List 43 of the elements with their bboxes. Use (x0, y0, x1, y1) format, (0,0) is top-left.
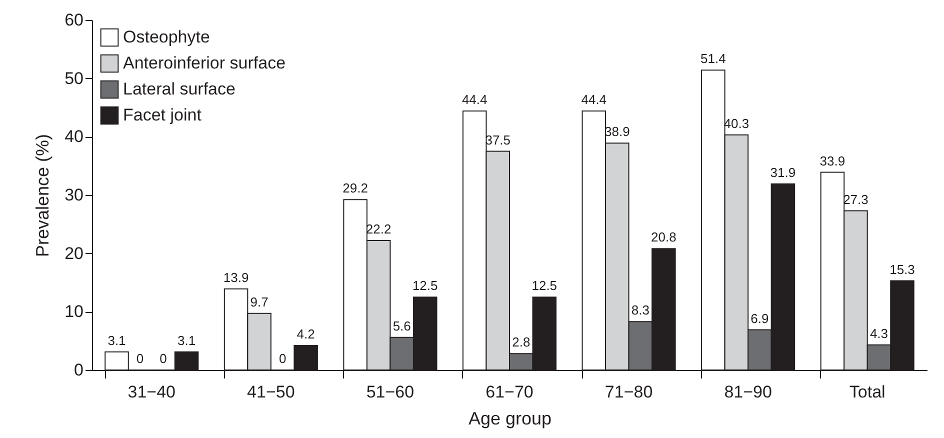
legend-label: Osteophyte (123, 28, 210, 46)
data-label: 15.3 (890, 262, 915, 277)
x-tick-label: 61−70 (486, 382, 534, 402)
y-tick-label: 10 (64, 302, 84, 322)
data-label: 9.7 (250, 294, 268, 310)
y-tick-label: 50 (64, 68, 84, 88)
x-tick-label: 51−60 (366, 382, 414, 402)
x-tick-label: 71−80 (604, 382, 653, 402)
data-label: 20.8 (651, 230, 676, 245)
data-label: 29.2 (342, 180, 368, 196)
x-tick-label: Total (849, 382, 886, 402)
y-tick-label: 60 (64, 10, 84, 30)
data-label: 8.3 (631, 302, 650, 318)
data-label: 3.1 (108, 332, 126, 348)
x-tick-label: 81−90 (724, 382, 772, 402)
legend-label: Facet joint (123, 106, 202, 124)
data-label: 33.9 (820, 153, 846, 168)
data-label: 12.5 (412, 278, 438, 294)
data-label: 5.6 (392, 318, 411, 334)
data-label: 13.9 (223, 270, 249, 285)
data-label: 4.3 (870, 326, 888, 341)
y-tick-label: 30 (64, 186, 84, 204)
x-tick-label: 31−40 (128, 382, 176, 402)
x-axis-title: Age group (468, 408, 552, 428)
legend-label: Lateral surface (123, 80, 236, 98)
data-label: 2.8 (512, 334, 530, 350)
data-label: 44.4 (581, 92, 607, 107)
y-tick-label: 20 (64, 244, 84, 263)
data-label: 44.4 (462, 92, 488, 107)
x-tick-label: 41−50 (247, 382, 295, 402)
data-label: 0 (278, 351, 286, 366)
data-label: 4.2 (296, 326, 315, 342)
legend-label: Anteroinferior surface (123, 54, 286, 72)
data-label: 12.5 (532, 278, 558, 294)
data-label: 6.9 (750, 310, 769, 326)
data-label: 0 (160, 351, 167, 366)
y-tick-label: 0 (74, 360, 84, 380)
y-axis-title: Prevalence (%) (32, 134, 53, 258)
data-label: 51.4 (700, 51, 726, 66)
data-label: 0 (136, 351, 144, 366)
y-tick-label: 40 (64, 127, 84, 146)
data-label: 31.9 (770, 164, 796, 180)
data-label: 3.1 (177, 332, 196, 348)
